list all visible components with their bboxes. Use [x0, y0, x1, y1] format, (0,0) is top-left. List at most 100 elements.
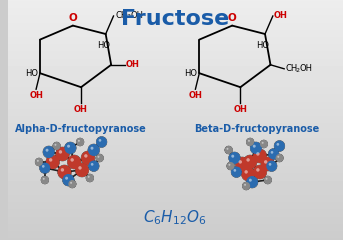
- Circle shape: [62, 174, 74, 186]
- Text: OH: OH: [188, 91, 202, 100]
- Circle shape: [250, 142, 262, 154]
- Circle shape: [265, 178, 268, 180]
- Circle shape: [65, 177, 68, 180]
- Circle shape: [264, 160, 268, 164]
- Circle shape: [246, 138, 254, 146]
- Circle shape: [70, 158, 74, 162]
- Circle shape: [271, 151, 273, 154]
- Circle shape: [274, 140, 285, 151]
- Circle shape: [249, 179, 252, 182]
- Circle shape: [39, 162, 50, 174]
- Circle shape: [59, 150, 62, 154]
- Text: Alpha-D-fructopyranose: Alpha-D-fructopyranose: [15, 124, 147, 134]
- Circle shape: [70, 182, 72, 184]
- Circle shape: [276, 143, 279, 146]
- Circle shape: [236, 157, 249, 171]
- Circle shape: [231, 167, 242, 178]
- Circle shape: [61, 168, 64, 172]
- Circle shape: [256, 152, 260, 156]
- Text: OH: OH: [274, 11, 288, 19]
- Circle shape: [266, 161, 277, 172]
- Circle shape: [264, 176, 272, 184]
- Circle shape: [253, 145, 256, 148]
- Circle shape: [246, 158, 250, 162]
- Text: HO: HO: [185, 69, 197, 78]
- Circle shape: [268, 149, 279, 160]
- Circle shape: [239, 160, 242, 164]
- Circle shape: [277, 156, 279, 158]
- Circle shape: [78, 166, 82, 170]
- Circle shape: [64, 142, 76, 154]
- Text: O: O: [69, 12, 77, 23]
- Circle shape: [88, 161, 99, 172]
- Text: HO: HO: [25, 69, 38, 78]
- Circle shape: [75, 163, 89, 177]
- Circle shape: [78, 140, 80, 142]
- Circle shape: [269, 163, 271, 166]
- Circle shape: [227, 162, 235, 170]
- Circle shape: [225, 146, 233, 154]
- Text: OH: OH: [126, 60, 140, 69]
- Circle shape: [231, 155, 234, 158]
- Circle shape: [241, 167, 255, 181]
- Text: OH: OH: [74, 105, 88, 114]
- Text: OH: OH: [29, 91, 43, 100]
- Circle shape: [91, 163, 94, 166]
- Circle shape: [96, 137, 107, 148]
- Circle shape: [43, 178, 45, 180]
- Circle shape: [262, 142, 264, 144]
- Circle shape: [234, 169, 236, 172]
- Text: OH: OH: [234, 105, 247, 114]
- Circle shape: [97, 156, 99, 158]
- Circle shape: [67, 155, 81, 169]
- Circle shape: [76, 138, 84, 146]
- Circle shape: [243, 155, 257, 169]
- Circle shape: [91, 147, 94, 150]
- Circle shape: [228, 164, 230, 166]
- Circle shape: [35, 158, 43, 166]
- Circle shape: [256, 168, 260, 172]
- Circle shape: [275, 154, 283, 162]
- Circle shape: [58, 165, 71, 179]
- Circle shape: [81, 151, 95, 165]
- Circle shape: [99, 139, 101, 142]
- Circle shape: [96, 154, 104, 162]
- Circle shape: [41, 176, 49, 184]
- Circle shape: [42, 165, 45, 168]
- Circle shape: [86, 174, 94, 182]
- Circle shape: [55, 144, 57, 146]
- Circle shape: [229, 152, 240, 164]
- Circle shape: [245, 170, 248, 174]
- Text: HO: HO: [257, 41, 270, 50]
- Circle shape: [43, 146, 55, 158]
- Circle shape: [226, 148, 228, 150]
- Text: Beta-D-fructopyranose: Beta-D-fructopyranose: [194, 124, 320, 134]
- Text: Fructose: Fructose: [121, 9, 229, 29]
- Text: OH: OH: [300, 64, 313, 73]
- Circle shape: [260, 140, 268, 148]
- Text: $C_6H_{12}O_6$: $C_6H_{12}O_6$: [143, 209, 206, 227]
- Text: O: O: [228, 12, 237, 23]
- Circle shape: [53, 142, 60, 150]
- Circle shape: [244, 184, 246, 186]
- Circle shape: [246, 176, 258, 188]
- Text: CH: CH: [116, 11, 128, 19]
- Circle shape: [49, 158, 52, 162]
- Circle shape: [242, 182, 250, 190]
- Circle shape: [253, 165, 267, 179]
- Circle shape: [56, 147, 69, 161]
- Text: CH: CH: [285, 64, 297, 73]
- Circle shape: [46, 149, 48, 152]
- Circle shape: [88, 144, 99, 156]
- Text: OH: OH: [130, 11, 143, 19]
- Circle shape: [67, 145, 70, 148]
- Circle shape: [46, 155, 60, 169]
- Text: 2: 2: [126, 14, 130, 19]
- Circle shape: [84, 154, 87, 158]
- Circle shape: [88, 176, 90, 178]
- Circle shape: [261, 157, 275, 171]
- Circle shape: [253, 149, 267, 163]
- Text: 2: 2: [296, 68, 300, 73]
- Text: HO: HO: [97, 41, 110, 50]
- Circle shape: [248, 140, 250, 142]
